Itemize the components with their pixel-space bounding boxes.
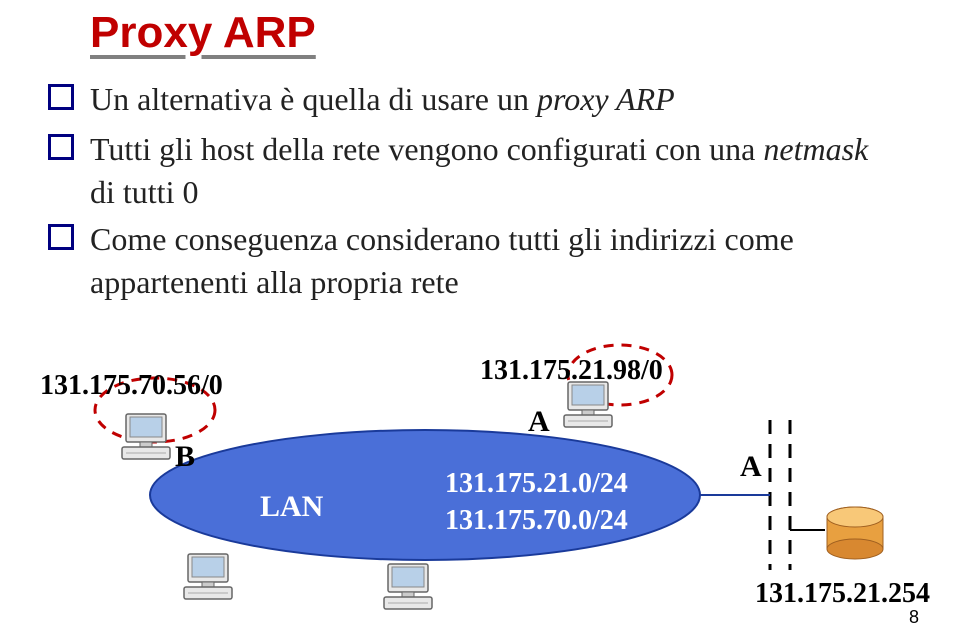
bullet-box-icon — [48, 224, 74, 250]
bullet-box-icon — [48, 84, 74, 110]
letter-a-top: A — [528, 405, 550, 439]
computer-bl — [180, 552, 238, 609]
bullet-box-icon — [48, 134, 74, 160]
ip-label-top: 131.175.21.98/0 — [480, 355, 663, 387]
bullet-2-pre: Tutti gli host della rete vengono config… — [90, 131, 763, 167]
computer-top — [560, 380, 618, 437]
page-title: Proxy ARP — [90, 8, 316, 58]
bullet-3: Come conseguenza considerano tutti gli i… — [48, 218, 898, 304]
letter-a-right: A — [740, 450, 762, 484]
bullet-3-pre: Come conseguenza considerano tutti gli i… — [90, 221, 794, 300]
computer-b — [118, 412, 176, 469]
router-icon — [820, 505, 890, 565]
bullet-2: Tutti gli host della rete vengono config… — [48, 128, 898, 214]
bullet-1-text: Un alternativa è quella di usare un prox… — [90, 78, 675, 121]
ip-label-net2: 131.175.70.0/24 — [445, 505, 628, 537]
bullet-2-italic: netmask — [763, 131, 868, 167]
page-number: 8 — [909, 607, 919, 628]
ip-label-router: 131.175.21.254 — [755, 578, 930, 610]
lan-label: LAN — [260, 490, 323, 524]
letter-b: B — [175, 440, 195, 474]
bullet-2-post: di tutti 0 — [90, 174, 198, 210]
bullet-3-text: Come conseguenza considerano tutti gli i… — [90, 218, 898, 304]
bullet-1-italic: proxy ARP — [537, 81, 675, 117]
bullet-1-pre: Un alternativa è quella di usare un — [90, 81, 537, 117]
bullet-2-text: Tutti gli host della rete vengono config… — [90, 128, 898, 214]
ip-label-b: 131.175.70.56/0 — [40, 370, 223, 402]
bullet-1: Un alternativa è quella di usare un prox… — [48, 78, 898, 121]
computer-bm — [380, 562, 438, 619]
ip-label-net1: 131.175.21.0/24 — [445, 468, 628, 500]
